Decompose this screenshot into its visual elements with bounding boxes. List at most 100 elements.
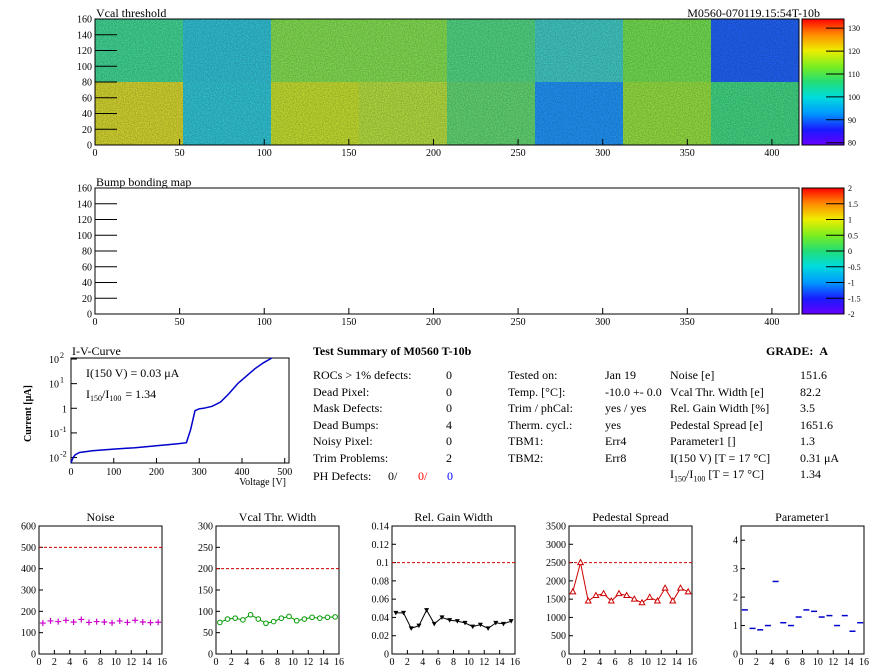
roc-plot-point: [599, 589, 608, 597]
roc-plot-x-tick-label: 2: [754, 657, 759, 668]
parameter-label: Noise [e]: [670, 368, 715, 382]
module-id-label: M0560-070119.15:54T-10b: [687, 6, 820, 20]
iv-y-tick-exponent: -2: [60, 450, 67, 459]
roc-plot-point: [109, 619, 116, 626]
iv-legend-sub2: 100: [109, 394, 121, 403]
roc-plot-y-tick-label: 0.06: [372, 595, 390, 606]
defect-label: ROCs > 1% defects:: [313, 368, 412, 382]
map-x-tick-label: 100: [257, 317, 272, 328]
condition-label: Trim / phCal:: [508, 401, 573, 415]
iv-legend-current: I(150 V) = 0.03 μA: [86, 366, 180, 380]
condition-value: Err8: [605, 450, 627, 465]
roc-plot-frame: [740, 525, 865, 655]
parameter-label: Vcal Thr. Width [e]: [670, 384, 764, 399]
parameter-label: Parameter1 []: [670, 434, 736, 448]
roc-plot-x-tick-label: 10: [288, 657, 298, 668]
roc-plot-x-tick-label: 12: [656, 657, 666, 668]
ratio-sub1: 150: [674, 474, 686, 484]
roc-plot-x-tick-label: 12: [303, 657, 313, 668]
roc-plot-point: [401, 610, 407, 616]
parameter-value: 82.2: [800, 384, 821, 399]
roc-plot-x-tick-label: 10: [641, 657, 651, 668]
palette-tick-label: 1: [848, 216, 852, 225]
roc-plot-y-tick-label: 4: [733, 536, 738, 547]
roc-plot-x-tick-label: 12: [126, 657, 136, 668]
roc-plot-x-tick-label: 4: [67, 657, 72, 668]
map-y-tick-label: 140: [77, 30, 92, 41]
iv-y-tick-exponent: 1: [60, 376, 64, 385]
roc-plot-x-tick-label: 14: [844, 657, 854, 668]
grade-label: GRADE:: [766, 344, 814, 358]
map-y-tick-label: 60: [82, 93, 92, 104]
map-y-tick-label: 80: [82, 78, 92, 89]
roc-plot-y-tick-label: 400: [21, 564, 36, 575]
roc-plot-point: [332, 614, 338, 620]
roc-plot-x-tick-label: 6: [260, 657, 265, 668]
condition-value: Jan 19: [605, 368, 636, 382]
roc-plot-point: [477, 622, 483, 628]
map-x-tick-label: 250: [511, 148, 526, 159]
roc-plot-point: [669, 596, 677, 604]
roc-plot-x-tick-label: 0: [37, 657, 42, 668]
bump-bonding-map: 0 50 100 150 200 250 300 350 4000204060801001201…: [77, 175, 861, 328]
defect-label: Mask Defects:: [313, 401, 383, 415]
roc-plot-title: Vcal Thr. Width: [239, 510, 316, 524]
roc-plot-point: [661, 584, 669, 591]
palette-tick-label: -0.5: [848, 263, 861, 272]
roc-plot-x-tick-label: 16: [687, 657, 697, 668]
roc-plot-y-tick-label: 0.12: [372, 540, 390, 551]
roc-plot-point: [85, 619, 92, 626]
defect-value: 4: [446, 417, 452, 432]
parameter-value: 1651.6: [800, 417, 833, 432]
roc-plot-y-tick-label: 2500: [546, 558, 566, 569]
roc-plot-x-tick-label: 12: [828, 657, 838, 668]
bump-map-frame: [94, 187, 800, 315]
condition-value: -10.0 +- 0.0: [605, 384, 662, 399]
map-x-tick-label: 150: [341, 317, 356, 328]
roc-plot-point: [139, 619, 146, 625]
map-x-tick-label: 350: [680, 148, 695, 159]
roc-plot-y-tick-label: 0: [31, 650, 36, 661]
roc-plot-point: [247, 611, 254, 618]
palette-tick-label: 110: [848, 70, 860, 79]
map-x-tick-label: 150: [341, 148, 356, 159]
roc-plot-point: [493, 620, 499, 626]
roc-plot-point: [101, 619, 108, 625]
grade-value: A: [819, 344, 829, 358]
roc-plot-point: [155, 619, 162, 626]
ratio-slash: /I: [686, 467, 694, 481]
iv-y-tick-label: 10: [49, 429, 59, 440]
map-x-tick-label: 250: [511, 317, 526, 328]
map-x-tick-label: 0: [93, 317, 98, 328]
palette-tick-label: 80: [848, 139, 856, 148]
roc-plot-x-tick-label: 14: [672, 657, 682, 668]
vcal-palette-frame: [801, 18, 845, 146]
defect-label: Dead Pixel:: [313, 384, 370, 399]
map-y-tick-label: 120: [77, 46, 92, 57]
roc-plot-point: [638, 598, 646, 606]
bump-map-title: Bump bonding map: [96, 175, 191, 189]
roc-plot-point: [55, 618, 62, 625]
roc-plot-point: [569, 587, 577, 595]
roc-plot-x-tick-label: 4: [769, 657, 774, 668]
roc-plot-x-tick-label: 8: [451, 657, 456, 668]
map-y-tick-label: 40: [82, 278, 92, 289]
vcal-threshold-map: 0 50 100 150 200 250 300 350 400 0 20 40 60 80 100 120 1…: [77, 6, 860, 159]
iv-x-tick-label: 400: [234, 467, 249, 478]
map-x-tick-label: 200: [426, 148, 441, 159]
map-y-tick-label: 20: [82, 125, 92, 136]
iv-legend-I: I: [86, 387, 90, 401]
map-y-tick-label: 160: [77, 184, 92, 195]
palette-tick-label: 2: [848, 184, 852, 193]
roc-plot-point: [47, 617, 54, 624]
roc-plot-x-tick-label: 8: [800, 657, 805, 668]
roc-plot-point: [615, 589, 623, 597]
roc-plot-y-tick-label: 3: [733, 564, 738, 575]
roc-plot-point: [309, 614, 315, 621]
roc-plot-point: [124, 619, 131, 626]
roc-plot-y-tick-label: 1000: [546, 613, 566, 624]
roc-plot-x-tick-label: 4: [244, 657, 249, 668]
roc-plot-x-tick-label: 2: [582, 657, 587, 668]
roc-plot-x-tick-label: 6: [436, 657, 441, 668]
